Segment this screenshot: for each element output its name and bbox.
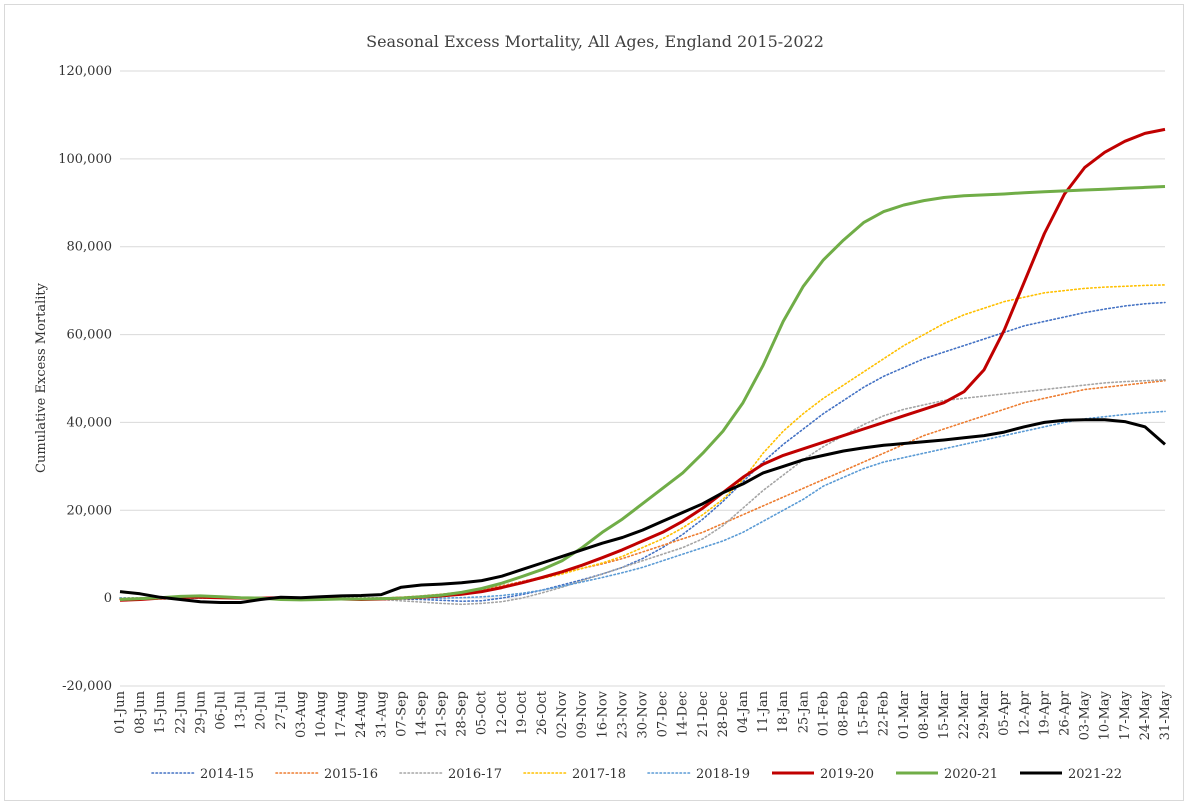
- x-tick-label: 31-May: [1158, 690, 1173, 740]
- series-line-2021-22: [119, 418, 1166, 604]
- x-tick-label: 24-May: [1138, 690, 1153, 740]
- x-tick-label: 15-Feb: [857, 691, 872, 736]
- x-tick-label: 22-Feb: [877, 691, 892, 736]
- x-tick-label: 03-Aug: [294, 691, 309, 738]
- y-axis-ticks: -20,000 0 20,000 40,000 60,000 80,000 100,000 1…: [58, 64, 112, 694]
- x-tick-label: 19-Apr: [1037, 690, 1052, 736]
- x-tick-label: 22-Jun: [173, 690, 188, 734]
- x-tick-label: 12-Apr: [1017, 690, 1032, 736]
- x-tick-label: 07-Sep: [394, 691, 409, 737]
- chart-title: Seasonal Excess Mortality, All Ages, Eng…: [366, 32, 824, 51]
- grid-lines: [120, 70, 1165, 687]
- x-tick-label: 25-Jan: [796, 690, 811, 733]
- x-tick-label: 14-Sep: [414, 691, 429, 737]
- x-tick-label: 23-Nov: [615, 690, 630, 738]
- x-tick-label: 05-Oct: [475, 690, 490, 735]
- x-tick-label: 07-Dec: [656, 691, 671, 737]
- x-tick-label: 15-Jun: [153, 690, 168, 734]
- x-tick-label: 13-Jul: [234, 691, 249, 730]
- x-tick-label: 28-Dec: [716, 691, 731, 737]
- series-line-2016-17: [119, 378, 1166, 606]
- y-tick-label: 100,000: [58, 152, 112, 167]
- x-tick-label: 02-Nov: [555, 690, 570, 738]
- x-tick-label: 28-Sep: [455, 691, 470, 737]
- x-tick-label: 10-May: [1098, 690, 1113, 740]
- x-tick-label: 14-Dec: [676, 691, 691, 737]
- legend-label: 2019-20: [820, 767, 874, 782]
- legend: 2014-15 2015-16 2016-17 2017-18 2018-19 2019-…: [151, 767, 1122, 782]
- x-tick-label: 08-Mar: [917, 690, 932, 739]
- x-tick-label: 01-Feb: [816, 691, 831, 736]
- legend-label: 2015-16: [324, 767, 378, 782]
- x-tick-label: 11-Jan: [756, 690, 771, 733]
- x-tick-label: 08-Feb: [836, 691, 851, 736]
- y-tick-label: 40,000: [67, 415, 113, 430]
- legend-label: 2016-17: [448, 767, 502, 782]
- y-tick-label: 0: [104, 591, 112, 606]
- x-tick-label: 17-Aug: [334, 691, 349, 738]
- x-tick-label: 15-Mar: [937, 690, 952, 739]
- chart-svg: Seasonal Excess Mortality, All Ages, Eng…: [34, 32, 1173, 782]
- y-tick-label: 60,000: [67, 328, 113, 343]
- x-tick-label: 29-Jun: [193, 690, 208, 734]
- x-tick-label: 29-Mar: [977, 690, 992, 739]
- x-tick-label: 08-Jun: [133, 690, 148, 734]
- legend-label: 2018-19: [696, 767, 750, 782]
- legend-label: 2021-22: [1068, 767, 1122, 782]
- x-tick-label: 26-Oct: [535, 690, 550, 735]
- x-tick-label: 18-Jan: [776, 690, 791, 733]
- y-tick-label: -20,000: [62, 679, 112, 694]
- legend-label: 2017-18: [572, 767, 626, 782]
- x-tick-label: 21-Sep: [435, 691, 450, 737]
- x-tick-label: 06-Jul: [213, 691, 228, 730]
- x-tick-label: 10-Aug: [314, 691, 329, 738]
- x-tick-label: 24-Aug: [354, 691, 369, 738]
- y-tick-label: 80,000: [67, 240, 113, 255]
- x-tick-label: 01-Jun: [113, 690, 128, 734]
- x-axis-ticks: 01-Jun 08-Jun 15-Jun 22-Jun 29-Jun 06-Jul 13-J…: [113, 690, 1173, 740]
- x-tick-label: 20-Jul: [254, 691, 269, 730]
- legend-label: 2014-15: [200, 767, 254, 782]
- series-line-2020-21: [119, 185, 1166, 602]
- y-tick-label: 120,000: [58, 64, 112, 79]
- x-tick-label: 03-May: [1078, 690, 1093, 740]
- series-lines: [119, 127, 1166, 606]
- y-axis-label: Cumulative Excess Mortality: [34, 282, 49, 473]
- series-line-2014-15: [119, 301, 1166, 603]
- x-tick-label: 05-Apr: [997, 690, 1012, 736]
- x-tick-label: 26-Apr: [1058, 690, 1073, 736]
- x-tick-label: 19-Oct: [515, 690, 530, 735]
- x-tick-label: 30-Nov: [636, 690, 651, 738]
- x-tick-label: 31-Aug: [374, 691, 389, 738]
- x-tick-label: 12-Oct: [495, 690, 510, 735]
- x-tick-label: 16-Nov: [595, 690, 610, 738]
- y-tick-label: 20,000: [67, 503, 113, 518]
- x-tick-label: 22-Mar: [957, 690, 972, 739]
- x-tick-label: 17-May: [1118, 690, 1133, 740]
- chart-frame: Seasonal Excess Mortality, All Ages, Eng…: [4, 4, 1184, 801]
- x-tick-label: 21-Dec: [696, 691, 711, 737]
- x-tick-label: 27-Jul: [274, 691, 289, 730]
- legend-label: 2020-21: [944, 767, 998, 782]
- x-tick-label: 09-Nov: [575, 690, 590, 738]
- x-tick-label: 04-Jan: [736, 690, 751, 733]
- x-tick-label: 01-Mar: [897, 690, 912, 739]
